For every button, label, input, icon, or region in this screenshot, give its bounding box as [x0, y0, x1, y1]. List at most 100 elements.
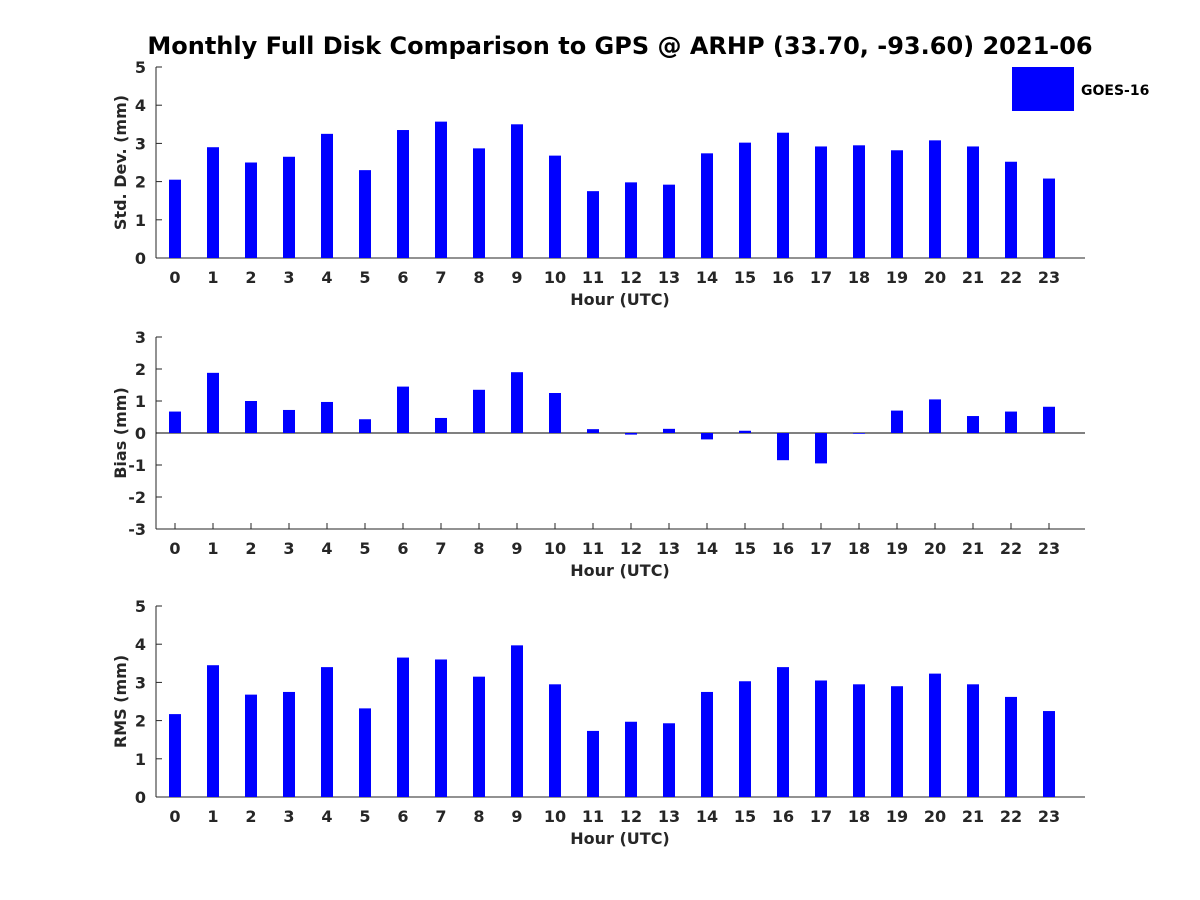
x-tick-label: 14 — [696, 539, 718, 558]
bar-std-dev-9 — [511, 124, 523, 258]
bar-rms-12 — [625, 721, 637, 797]
x-tick-label: 4 — [321, 539, 332, 558]
x-tick-label: 2 — [245, 268, 256, 287]
bar-std-dev-22 — [1005, 161, 1017, 258]
bar-bias-10 — [549, 393, 561, 433]
bar-bias-17 — [815, 433, 827, 464]
x-tick-label: 7 — [435, 268, 446, 287]
bar-std-dev-1 — [207, 147, 219, 258]
y-axis-label: Bias (mm) — [111, 387, 130, 479]
y-tick-label: 5 — [135, 58, 146, 77]
bar-bias-15 — [739, 430, 751, 433]
bar-std-dev-15 — [739, 142, 751, 258]
legend: GOES-16 — [1012, 67, 1149, 111]
bar-bias-20 — [929, 399, 941, 433]
bar-bias-18 — [853, 433, 865, 434]
bar-rms-0 — [169, 714, 181, 797]
x-tick-label: 16 — [772, 268, 794, 287]
bar-rms-1 — [207, 665, 219, 797]
x-tick-label: 18 — [848, 539, 870, 558]
bar-rms-20 — [929, 673, 941, 797]
chart-title: Monthly Full Disk Comparison to GPS @ AR… — [147, 32, 1092, 60]
x-tick-label: 4 — [321, 807, 332, 826]
x-tick-label: 0 — [169, 807, 180, 826]
x-tick-label: 20 — [924, 807, 946, 826]
x-tick-label: 6 — [397, 539, 408, 558]
bar-rms-18 — [853, 684, 865, 797]
bar-bias-5 — [359, 419, 371, 433]
bar-rms-8 — [473, 676, 485, 797]
y-tick-label: 2 — [135, 173, 146, 192]
x-tick-label: 21 — [962, 268, 984, 287]
bar-rms-11 — [587, 730, 599, 797]
x-tick-label: 14 — [696, 807, 718, 826]
bar-rms-10 — [549, 684, 561, 797]
bar-std-dev-8 — [473, 148, 485, 258]
x-tick-label: 1 — [207, 807, 218, 826]
bar-bias-22 — [1005, 411, 1017, 433]
x-tick-label: 17 — [810, 539, 832, 558]
x-tick-label: 19 — [886, 539, 908, 558]
legend-label: GOES-16 — [1081, 83, 1149, 99]
x-axis-label: Hour (UTC) — [570, 561, 670, 580]
bar-bias-21 — [967, 416, 979, 433]
y-tick-label: 1 — [135, 392, 146, 411]
bar-std-dev-23 — [1043, 178, 1055, 258]
x-tick-label: 13 — [658, 268, 680, 287]
bar-std-dev-10 — [549, 155, 561, 258]
bar-rms-2 — [245, 694, 257, 797]
x-axis-label: Hour (UTC) — [570, 290, 670, 309]
x-tick-label: 10 — [544, 807, 566, 826]
x-tick-label: 21 — [962, 807, 984, 826]
x-tick-label: 0 — [169, 268, 180, 287]
bar-std-dev-6 — [397, 130, 409, 258]
x-tick-label: 19 — [886, 268, 908, 287]
x-tick-label: 20 — [924, 539, 946, 558]
x-tick-label: 1 — [207, 268, 218, 287]
x-tick-label: 17 — [810, 807, 832, 826]
x-tick-label: 11 — [582, 539, 604, 558]
y-tick-label: -1 — [128, 456, 146, 475]
bar-rms-19 — [891, 686, 903, 797]
x-tick-label: 21 — [962, 539, 984, 558]
y-tick-label: 0 — [135, 249, 146, 268]
x-tick-label: 18 — [848, 807, 870, 826]
y-axis-label: Std. Dev. (mm) — [111, 95, 130, 230]
bar-bias-11 — [587, 429, 599, 433]
bar-bias-6 — [397, 386, 409, 433]
bar-bias-7 — [435, 417, 447, 433]
x-tick-label: 11 — [582, 807, 604, 826]
bar-bias-2 — [245, 401, 257, 433]
x-tick-label: 23 — [1038, 807, 1060, 826]
x-tick-label: 13 — [658, 807, 680, 826]
x-tick-label: 15 — [734, 539, 756, 558]
bar-std-dev-17 — [815, 146, 827, 258]
y-tick-label: 2 — [135, 360, 146, 379]
bar-rms-6 — [397, 657, 409, 797]
y-tick-label: 0 — [135, 424, 146, 443]
x-tick-label: 8 — [473, 539, 484, 558]
y-tick-label: 5 — [135, 597, 146, 616]
bar-bias-8 — [473, 389, 485, 433]
bar-std-dev-21 — [967, 146, 979, 258]
x-tick-label: 16 — [772, 539, 794, 558]
bar-bias-16 — [777, 433, 789, 461]
x-tick-label: 3 — [283, 268, 294, 287]
bar-rms-13 — [663, 723, 675, 797]
bar-rms-16 — [777, 667, 789, 797]
x-tick-label: 23 — [1038, 268, 1060, 287]
y-tick-label: 1 — [135, 211, 146, 230]
x-tick-label: 7 — [435, 539, 446, 558]
bar-bias-14 — [701, 433, 713, 440]
x-tick-label: 8 — [473, 268, 484, 287]
bar-rms-9 — [511, 645, 523, 797]
bar-std-dev-13 — [663, 184, 675, 258]
x-tick-label: 7 — [435, 807, 446, 826]
bar-std-dev-19 — [891, 150, 903, 258]
x-tick-label: 6 — [397, 807, 408, 826]
y-tick-label: 2 — [135, 712, 146, 731]
x-tick-label: 9 — [511, 268, 522, 287]
x-tick-label: 22 — [1000, 807, 1022, 826]
x-tick-label: 20 — [924, 268, 946, 287]
